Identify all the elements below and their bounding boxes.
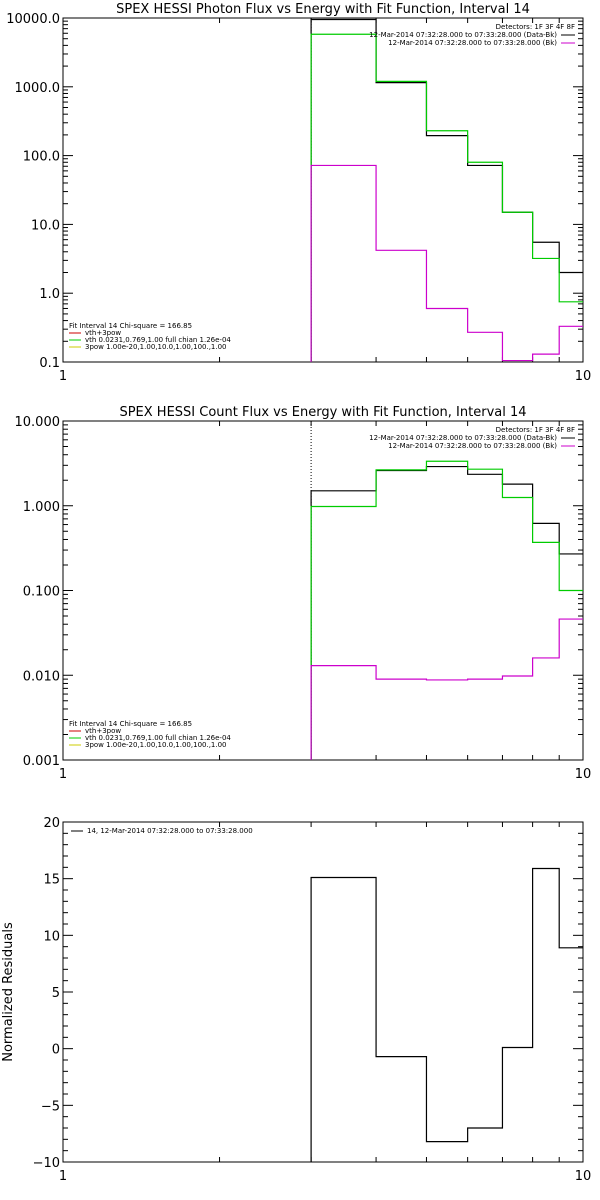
y-tick-label: 1.000	[23, 500, 60, 515]
fit-legend-entry: vth+3pow	[85, 329, 121, 337]
legend-entry: 12-Mar-2014 07:32:28.000 to 07:33:28.000…	[388, 39, 557, 47]
legend-entry: 12-Mar-2014 07:32:28.000 to 07:33:28.000…	[388, 442, 557, 450]
series-line-0	[310, 867, 583, 1162]
y-tick-label: 10.0	[31, 218, 60, 233]
y-tick-label: 20	[43, 816, 60, 831]
legend-header: Detectors: 1F 3F 4F 8F	[496, 426, 575, 434]
fit-legend-entry: vth+3pow	[85, 727, 121, 735]
series-line-0	[310, 18, 583, 362]
y-tick-label: 0.1	[39, 356, 60, 371]
series-line-0	[310, 465, 583, 760]
y-tick-label: 0.100	[23, 585, 60, 600]
x-tick-label: 1	[59, 767, 67, 782]
y-tick-label: 0	[52, 1043, 60, 1058]
count-flux-panel: SPEX HESSI Count Flux vs Energy with Fit…	[15, 405, 592, 782]
y-tick-label: 10.000	[15, 415, 61, 430]
fit-legend-entry: 3pow 1.00e-20,1.00,10.0,1.00,100.,1.00	[85, 741, 227, 749]
fit-legend-header: Fit Interval 14 Chi-square = 166.85	[69, 720, 192, 728]
y-tick-label: 1.0	[39, 287, 60, 302]
x-tick-label: 10	[575, 369, 592, 384]
y-tick-label: 100.0	[23, 150, 60, 165]
series-line-2	[310, 618, 583, 760]
legend-entry: 14, 12-Mar-2014 07:32:28.000 to 07:33:28…	[87, 827, 253, 835]
series-line-1	[310, 33, 583, 362]
y-tick-label: 1000.0	[15, 81, 61, 96]
x-tick-label: 1	[59, 369, 67, 384]
plot-frame	[62, 821, 584, 1163]
chart-title: SPEX HESSI Photon Flux vs Energy with Fi…	[116, 2, 530, 17]
photon-flux-panel: SPEX HESSI Photon Flux vs Energy with Fi…	[6, 2, 591, 384]
y-axis-label: Normalized Residuals	[1, 922, 16, 1062]
residuals-panel: Normalized Residuals −10 −5 0 5 10 15 20 1 10 14, …	[1, 816, 591, 1184]
series-line-1	[310, 460, 583, 760]
chart-title: SPEX HESSI Count Flux vs Energy with Fit…	[119, 405, 526, 420]
x-tick-label: 10	[575, 1169, 592, 1184]
fit-legend-header: Fit Interval 14 Chi-square = 166.85	[69, 322, 192, 330]
y-tick-label: 5	[52, 986, 60, 1001]
y-tick-label: 0.001	[23, 754, 60, 769]
y-tick-label: −5	[41, 1099, 60, 1114]
y-tick-label: −10	[33, 1156, 60, 1171]
y-tick-label: 15	[43, 873, 60, 888]
x-tick-label: 10	[575, 767, 592, 782]
y-tick-label: 10	[43, 929, 60, 944]
fit-legend-entry: 3pow 1.00e-20,1.00,10.0,1.00,100.,1.00	[85, 343, 227, 351]
fit-legend-entry: vth 0.0231,0.769,1.00 full chian 1.26e-0…	[85, 734, 231, 742]
legend-entry: 12-Mar-2014 07:32:28.000 to 07:33:28.000…	[369, 434, 557, 442]
legend-entry: 12-Mar-2014 07:32:28.000 to 07:33:28.000…	[369, 31, 557, 39]
plot-frame	[62, 420, 584, 761]
y-tick-label: 0.010	[23, 669, 60, 684]
series-line-2	[310, 164, 583, 362]
plot-frame	[62, 17, 584, 363]
y-tick-label: 10000.0	[6, 12, 60, 27]
legend-header: Detectors: 1F 3F 4F 8F	[496, 23, 575, 31]
x-tick-label: 1	[59, 1169, 67, 1184]
fit-legend-entry: vth 0.0231,0.769,1.00 full chian 1.26e-0…	[85, 336, 231, 344]
